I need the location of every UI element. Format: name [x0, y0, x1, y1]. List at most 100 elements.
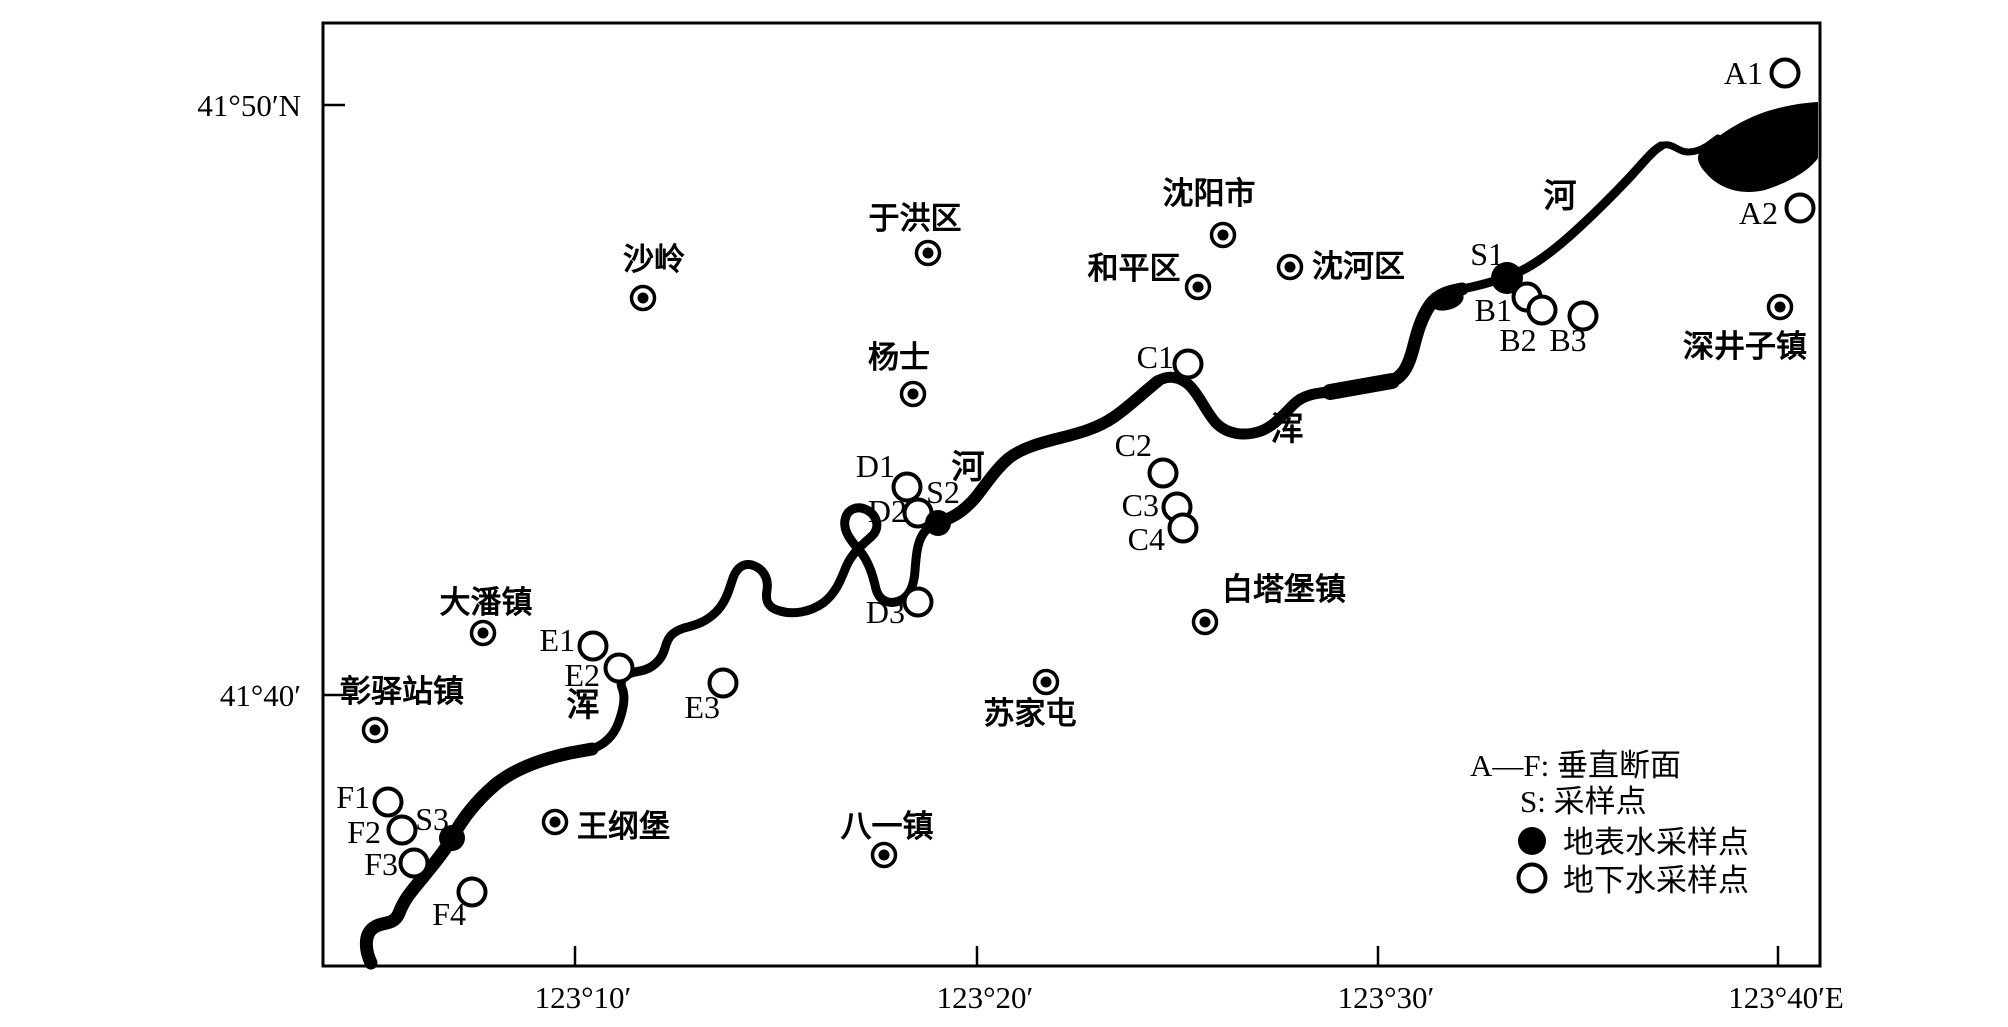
town-marker-core: [1217, 229, 1229, 241]
groundwater-point-icon: [1769, 57, 1801, 89]
town-label: 大潘镇: [440, 585, 533, 620]
sample-point-label: B3: [1549, 322, 1586, 358]
town-marker-core: [369, 724, 381, 736]
sample-point-label: A2: [1739, 195, 1778, 231]
town: 八一镇: [841, 809, 934, 869]
legend-label: S: 采样点: [1520, 784, 1647, 819]
town: 沙岭: [623, 242, 685, 312]
braided-channel-2: [1724, 115, 1811, 148]
surface-water-sample-point: S3: [415, 801, 465, 851]
legend-label: 地下水采样点: [1563, 863, 1749, 898]
groundwater-point-icon: [1784, 192, 1816, 224]
groundwater-sample-point: B2: [1499, 294, 1558, 358]
x-axis-label: 123°10′: [535, 980, 632, 1015]
sample-point-label: F3: [364, 846, 398, 882]
town-marker-core: [907, 388, 919, 400]
x-axis-label: 123°20′: [937, 980, 1034, 1015]
reservoir: [1697, 102, 1818, 192]
sample-point-label: F4: [432, 896, 466, 932]
groundwater-point-icon: [1147, 457, 1179, 489]
town: 杨士: [868, 340, 930, 408]
town: 和平区: [1088, 251, 1212, 301]
groundwater-point-icon: [1526, 294, 1558, 326]
town-marker-core: [1774, 301, 1786, 313]
groundwater-sample-point: E3: [684, 667, 739, 725]
groundwater-sample-point: E1: [539, 622, 609, 662]
river-segment-upper: [1657, 134, 1722, 156]
town-marker-core: [878, 849, 890, 861]
surface-water-sample-point: S2: [925, 474, 960, 536]
river-segment-wide-band: [1322, 373, 1400, 400]
map-frame: [321, 21, 1822, 968]
groundwater-point-icon: [372, 786, 404, 818]
hun-river: [359, 102, 1819, 970]
groundwater-sample-point: A1: [1724, 55, 1801, 91]
sample-point-label: B1: [1475, 292, 1512, 328]
town: 于洪区: [869, 201, 962, 267]
town-label: 沈河区: [1312, 249, 1405, 284]
town-label: 苏家屯: [984, 696, 1077, 731]
groundwater-point-icon: [603, 652, 635, 684]
legend-entry: 地下水采样点: [1516, 862, 1749, 898]
river-segment-lower: [359, 742, 599, 970]
sample-point-label: B2: [1499, 322, 1536, 358]
braided-channel-1: [1711, 103, 1819, 144]
sample-point-label: E2: [564, 657, 600, 693]
town: 白塔堡镇: [1191, 572, 1346, 636]
town-marker-core: [477, 627, 489, 639]
river-segment-s2-climb: [936, 375, 1164, 527]
legend-entry: A—F: 垂直断面: [1470, 748, 1681, 783]
sample-point-label: S3: [415, 801, 449, 837]
town: 大潘镇: [440, 585, 533, 647]
y-axis-label: 41°50′N: [197, 88, 301, 123]
groundwater-sample-point: E2: [564, 652, 635, 693]
town-marker-core: [549, 816, 561, 828]
groundwater-point-icon: [398, 847, 430, 879]
river-segment-c1-bend: [1152, 371, 1336, 440]
surface-water-point-icon: [925, 510, 951, 536]
town-label: 王纲堡: [577, 809, 670, 844]
sample-point-label: D1: [856, 448, 895, 484]
river-wide-spot: [1430, 289, 1464, 311]
river-name-char: 浑: [1271, 411, 1304, 448]
groundwater-point-icon: [902, 586, 934, 618]
town: 彰驿站镇: [340, 674, 464, 744]
groundwater-point-icon: [707, 667, 739, 699]
groundwater-sample-point: D3: [866, 586, 934, 630]
groundwater-point-icon: [1567, 300, 1599, 332]
groundwater-sample-point: F2: [347, 814, 418, 850]
sample-point-label: C4: [1128, 521, 1165, 557]
groundwater-sample-point: D2: [868, 493, 934, 529]
groundwater-point-icon: [891, 471, 923, 503]
sample-point-label: A1: [1724, 55, 1763, 91]
town: 王纲堡: [541, 808, 670, 844]
town-label: 白塔堡镇: [1222, 572, 1346, 607]
sample-point-label: E1: [539, 622, 575, 658]
river-name-char: 河: [952, 449, 985, 486]
groundwater-sample-point: B3: [1549, 300, 1599, 358]
sample-point-label: D3: [866, 594, 905, 630]
town-marker-core: [637, 292, 649, 304]
groundwater-sample-point: F1: [336, 779, 404, 818]
town: 苏家屯: [984, 668, 1077, 731]
x-axis-label: 123°40′E: [1728, 980, 1844, 1015]
groundwater-sample-point: C1: [1137, 339, 1204, 380]
town-marker-core: [1192, 281, 1204, 293]
x-axis-label: 123°30′: [1338, 980, 1435, 1015]
axis-layer: 41°50′N 41°40′ 123°10′ 123°20′ 123°30′ 123°40…: [197, 88, 1843, 1015]
sample-point-label: E3: [684, 689, 720, 725]
groundwater-point-icon: [1167, 512, 1199, 544]
groundwater-sample-point: A2: [1739, 192, 1816, 231]
town: 沈阳市: [1163, 176, 1256, 249]
town-label: 彰驿站镇: [340, 674, 464, 709]
town-label: 八一镇: [841, 809, 934, 844]
y-axis-label: 41°40′: [220, 678, 301, 713]
sample-point-label: S1: [1470, 236, 1504, 272]
groundwater-point-icon: [1172, 348, 1204, 380]
river-name-char: 浑: [567, 687, 600, 724]
